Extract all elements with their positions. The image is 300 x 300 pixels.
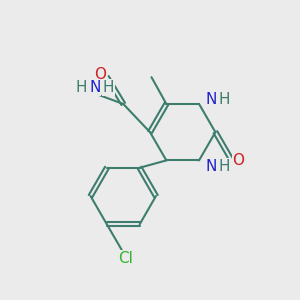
Text: N: N xyxy=(206,92,217,107)
Text: H: H xyxy=(103,80,114,95)
Text: Cl: Cl xyxy=(118,251,133,266)
Text: N: N xyxy=(206,159,217,174)
Text: N: N xyxy=(89,80,101,95)
Text: H: H xyxy=(219,159,230,174)
Text: H: H xyxy=(76,80,87,95)
Text: O: O xyxy=(94,67,106,82)
Text: H: H xyxy=(219,92,230,107)
Text: O: O xyxy=(232,153,244,168)
